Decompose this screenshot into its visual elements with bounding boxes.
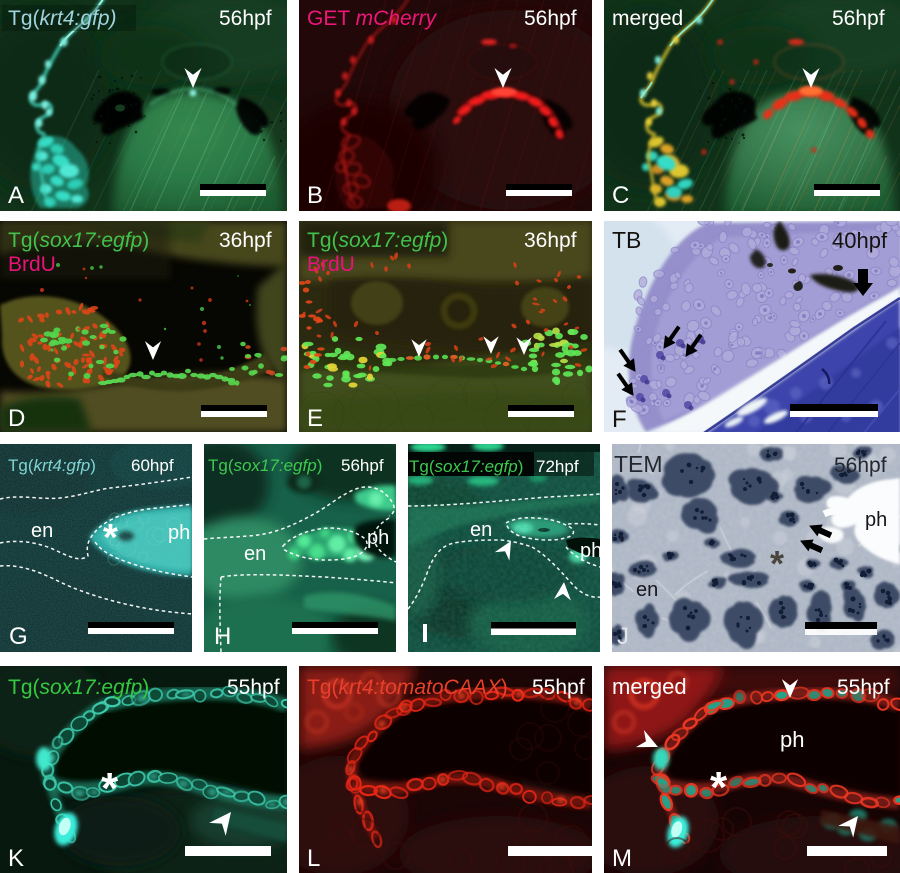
svg-text:36hpf: 36hpf xyxy=(219,229,272,252)
svg-text:72hpf: 72hpf xyxy=(536,457,579,476)
svg-text:GET mCherry: GET mCherry xyxy=(307,7,438,30)
svg-text:40hpf: 40hpf xyxy=(832,228,888,253)
svg-text:merged: merged xyxy=(612,7,683,30)
svg-text:ph: ph xyxy=(780,727,804,752)
svg-text:*: * xyxy=(101,764,119,813)
svg-text:ph: ph xyxy=(168,522,190,544)
svg-text:L: L xyxy=(307,845,320,872)
svg-text:C: C xyxy=(612,182,629,209)
svg-text:A: A xyxy=(8,182,24,209)
svg-text:*: * xyxy=(770,543,784,584)
svg-text:36hpf: 36hpf xyxy=(524,229,577,252)
svg-text:ph: ph xyxy=(580,540,600,562)
svg-text:BrdU: BrdU xyxy=(8,253,56,276)
svg-text:en: en xyxy=(470,519,492,541)
svg-text:*: * xyxy=(103,517,118,559)
svg-text:55hpf: 55hpf xyxy=(532,676,585,699)
svg-text:K: K xyxy=(8,845,24,872)
svg-text:Tg(sox17:egfp): Tg(sox17:egfp) xyxy=(8,229,149,252)
svg-text:ph: ph xyxy=(865,509,887,531)
svg-text:G: G xyxy=(9,623,28,650)
svg-text:Tg(sox17:egfp): Tg(sox17:egfp) xyxy=(409,457,523,476)
svg-text:Tg(krt4:gfp): Tg(krt4:gfp) xyxy=(8,7,117,30)
svg-text:E: E xyxy=(307,405,323,432)
svg-text:55hpf: 55hpf xyxy=(837,676,890,699)
svg-text:Tg(sox17:egfp): Tg(sox17:egfp) xyxy=(307,229,448,252)
svg-text:56hpf: 56hpf xyxy=(834,454,887,477)
svg-text:F: F xyxy=(612,406,627,432)
svg-text:D: D xyxy=(8,405,25,432)
svg-text:Tg(krt4:tomatoCAAX): Tg(krt4:tomatoCAAX) xyxy=(307,676,508,699)
svg-text:60hpf: 60hpf xyxy=(131,456,174,475)
svg-text:Tg(sox17:egfp): Tg(sox17:egfp) xyxy=(208,456,322,475)
svg-text:merged: merged xyxy=(612,674,687,699)
svg-text:TEM: TEM xyxy=(614,451,663,477)
svg-text:H: H xyxy=(214,623,231,650)
svg-text:en: en xyxy=(244,543,266,565)
svg-text:B: B xyxy=(307,182,323,209)
svg-text:Tg(krt4:gfp): Tg(krt4:gfp) xyxy=(8,456,96,475)
svg-text:J: J xyxy=(617,623,629,650)
svg-text:56hpf: 56hpf xyxy=(219,7,272,30)
svg-text:en: en xyxy=(636,579,658,601)
svg-text:BrdU: BrdU xyxy=(307,253,355,276)
svg-text:ph: ph xyxy=(367,527,389,549)
svg-text:56hpf: 56hpf xyxy=(832,7,885,30)
svg-text:Tg(sox17:egfp): Tg(sox17:egfp) xyxy=(8,676,149,699)
svg-text:TB: TB xyxy=(612,227,641,253)
svg-text:56hpf: 56hpf xyxy=(341,456,384,475)
svg-text:en: en xyxy=(31,520,53,542)
svg-text:55hpf: 55hpf xyxy=(227,676,280,699)
svg-text:56hpf: 56hpf xyxy=(524,7,577,30)
svg-text:M: M xyxy=(612,845,632,872)
svg-text:*: * xyxy=(710,763,728,812)
